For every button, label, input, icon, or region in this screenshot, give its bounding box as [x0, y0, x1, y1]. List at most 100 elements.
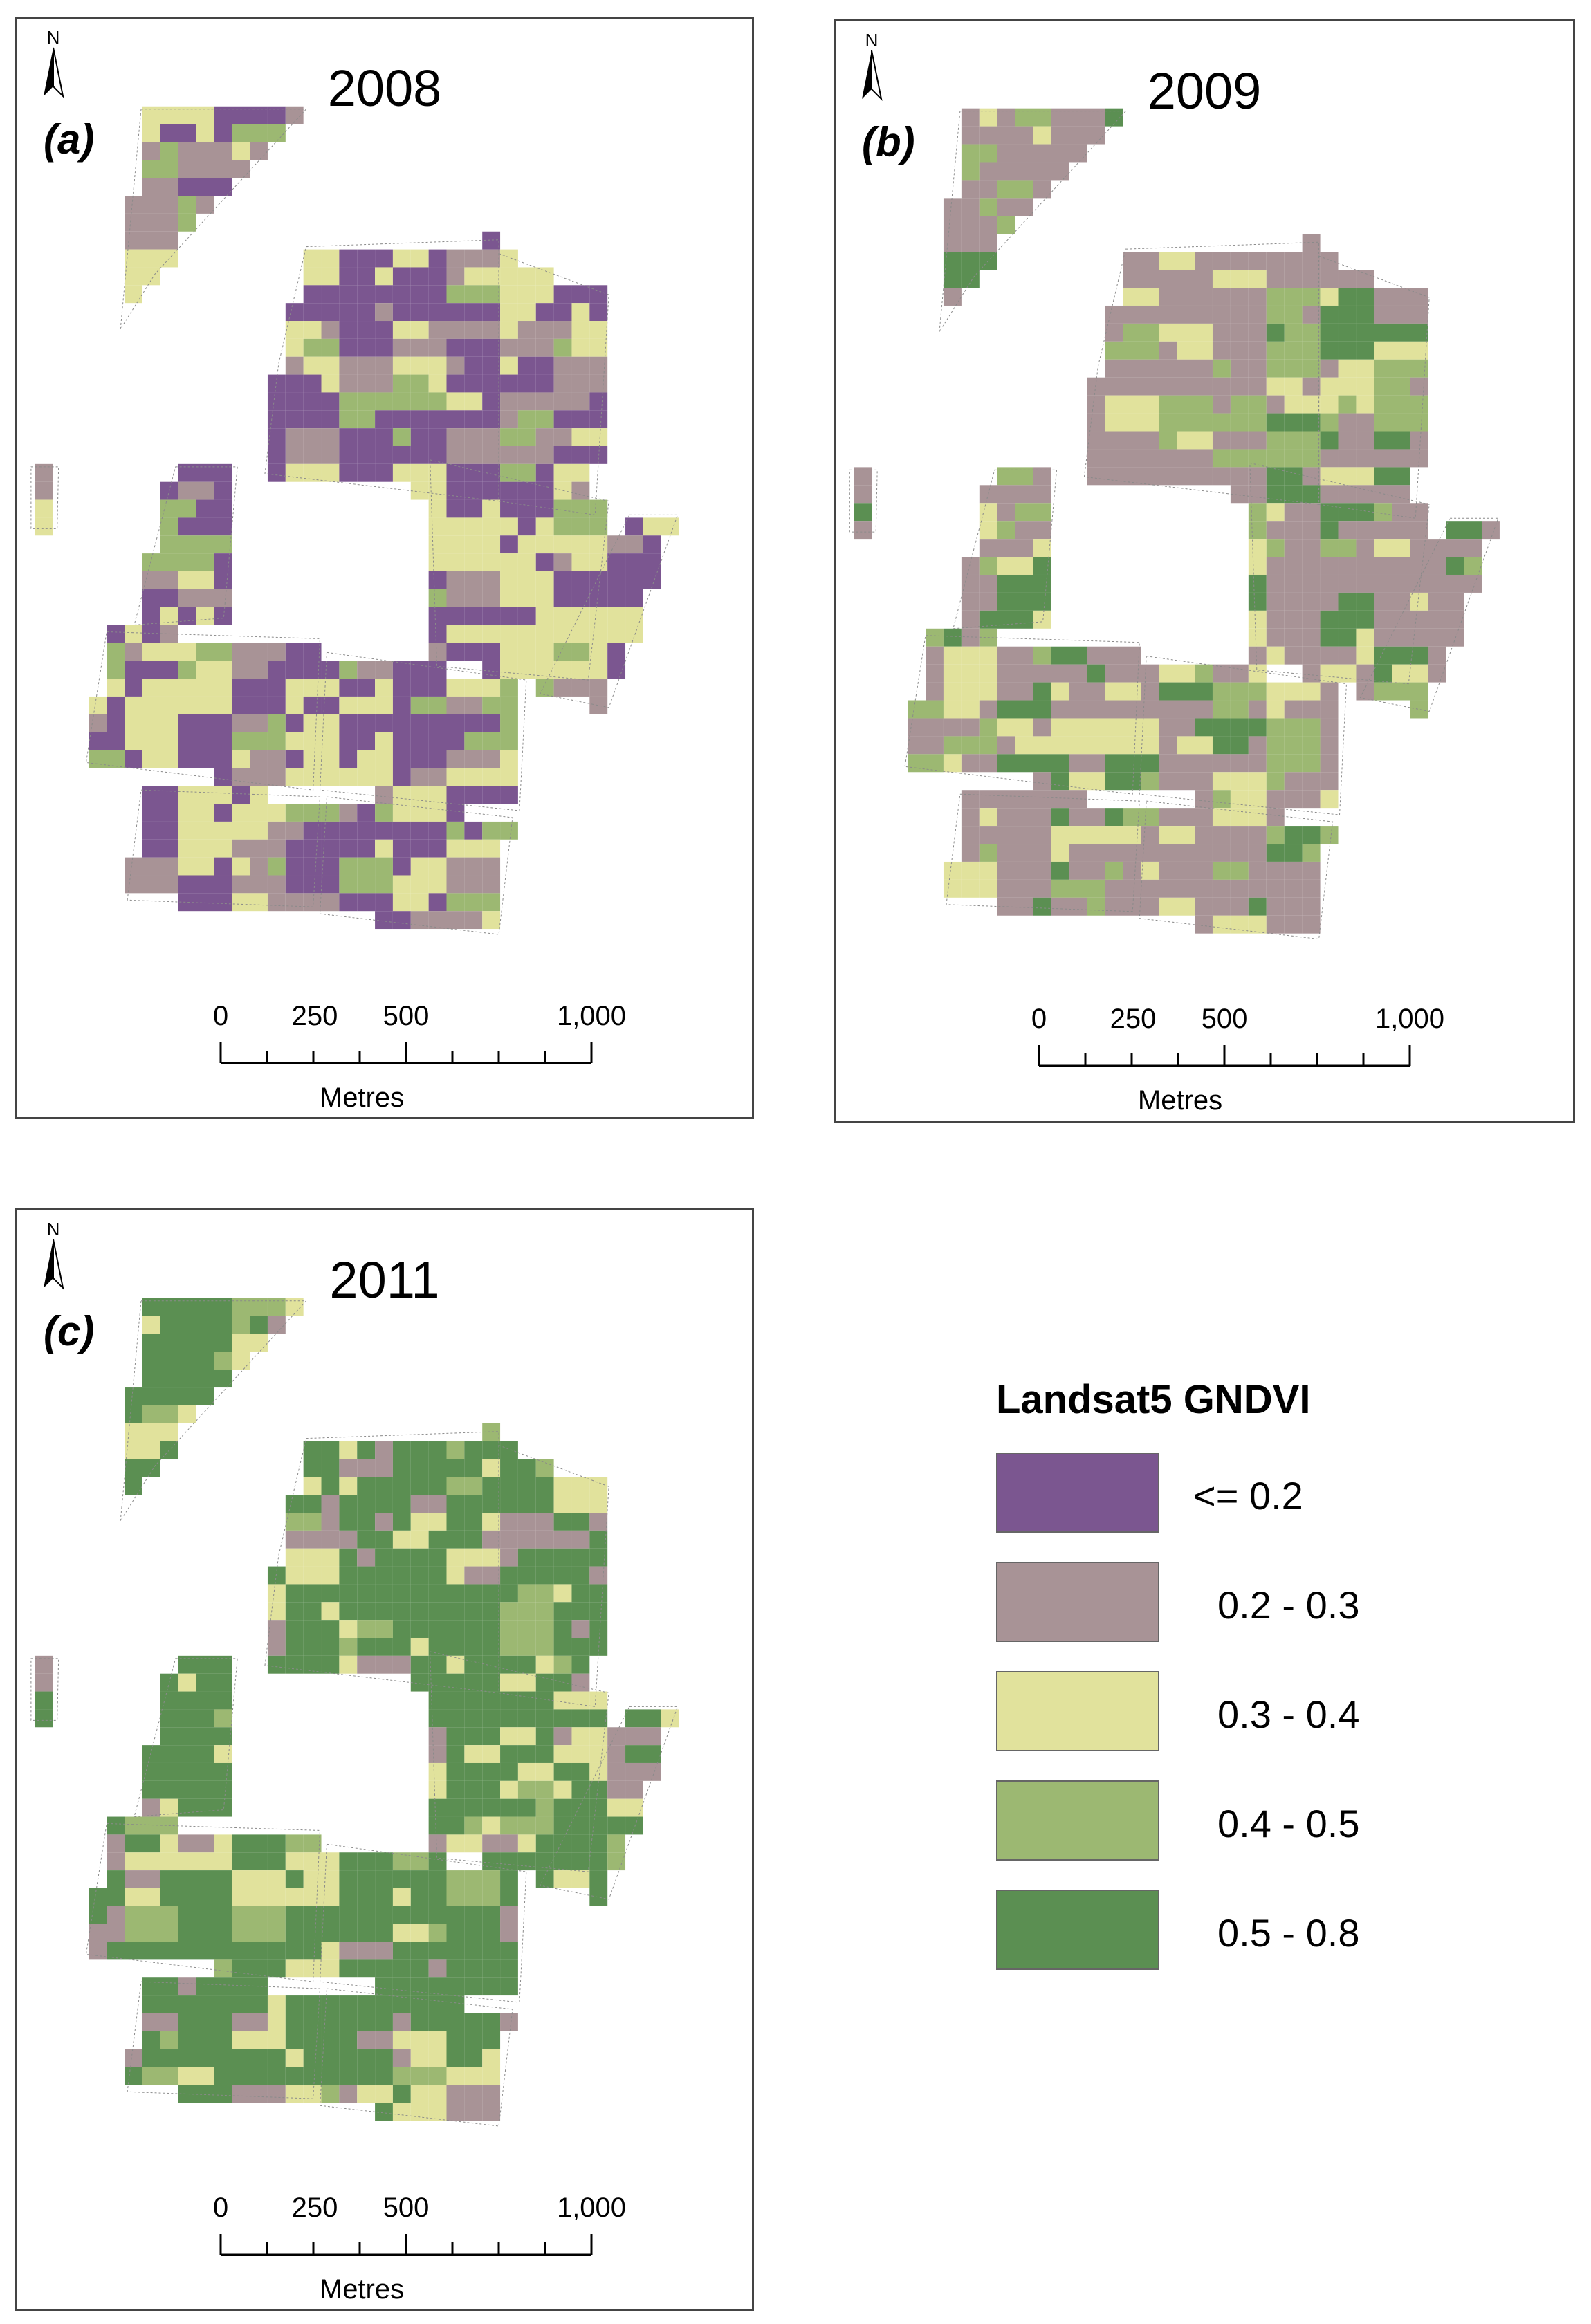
gndvi-pixel — [482, 607, 501, 625]
gndvi-pixel — [321, 679, 340, 697]
gndvi-pixel — [1374, 521, 1392, 540]
gndvi-pixel — [357, 1906, 376, 1924]
gndvi-pixel — [1284, 449, 1303, 468]
gndvi-pixel — [1374, 557, 1392, 575]
gndvi-pixel — [160, 1977, 178, 1996]
gndvi-pixel — [1230, 467, 1249, 486]
gndvi-pixel — [375, 696, 393, 714]
gndvi-pixel — [357, 1888, 376, 1906]
gndvi-pixel — [446, 249, 465, 268]
gndvi-pixel — [214, 661, 232, 679]
gndvi-pixel — [553, 1691, 572, 1710]
gndvi-pixel — [553, 1852, 572, 1871]
gndvi-pixel — [107, 679, 125, 697]
gndvi-pixel — [1230, 305, 1249, 324]
gndvi-pixel — [1177, 449, 1195, 468]
gndvi-pixel — [1177, 431, 1195, 450]
gndvi-pixel — [553, 1602, 572, 1621]
gndvi-pixel — [571, 1477, 590, 1495]
gndvi-pixel — [589, 1566, 608, 1585]
gndvi-pixel — [303, 679, 322, 697]
gndvi-pixel — [1302, 323, 1321, 342]
gndvi-pixel — [625, 1762, 643, 1781]
gndvi-pixel — [196, 2049, 214, 2067]
gndvi-pixel — [1410, 557, 1428, 575]
gndvi-pixel — [392, 821, 411, 840]
gndvi-pixel — [303, 1924, 322, 1942]
panel-letter: (c) — [44, 1308, 95, 1354]
gndvi-pixel — [285, 2049, 304, 2067]
gndvi-pixel — [1159, 808, 1177, 827]
gndvi-pixel — [1105, 377, 1123, 396]
gndvi-pixel — [357, 321, 376, 339]
gndvi-pixel — [1392, 449, 1410, 468]
gndvi-pixel — [517, 410, 536, 429]
gndvi-pixel — [961, 270, 980, 288]
gndvi-pixel — [1177, 754, 1195, 773]
gndvi-pixel — [625, 1816, 643, 1835]
gndvi-pixel — [1446, 592, 1464, 611]
gndvi-pixel — [1356, 539, 1374, 557]
gndvi-pixel — [1195, 897, 1213, 916]
gndvi-pixel — [1248, 879, 1267, 898]
gndvi-pixel — [142, 2067, 160, 2085]
gndvi-pixel — [1248, 736, 1267, 755]
gndvi-pixel — [1320, 826, 1339, 845]
gndvi-pixel — [321, 821, 340, 840]
gndvi-pixel — [571, 1602, 590, 1621]
gndvi-pixel — [1320, 700, 1339, 719]
gndvi-pixel — [482, 303, 501, 322]
gndvi-pixel — [285, 661, 304, 679]
gndvi-pixel — [428, 1852, 447, 1871]
gndvi-pixel — [589, 1762, 608, 1781]
gndvi-pixel — [1266, 682, 1285, 701]
gndvi-pixel — [961, 736, 980, 755]
gndvi-pixel — [160, 804, 178, 822]
gndvi-pixel — [1033, 557, 1051, 575]
gndvi-pixel — [571, 1762, 590, 1781]
gndvi-pixel — [1392, 628, 1410, 647]
gndvi-pixel — [375, 2067, 393, 2085]
gndvi-pixel — [553, 445, 572, 464]
gndvi-pixel — [125, 857, 142, 876]
gndvi-pixel — [1177, 808, 1195, 827]
gndvi-pixel — [303, 1548, 322, 1567]
gndvi-pixel — [517, 1816, 536, 1835]
gndvi-pixel — [196, 1888, 214, 1906]
gndvi-pixel — [357, 303, 376, 322]
gndvi-pixel — [339, 1655, 358, 1674]
gndvi-pixel — [1266, 826, 1285, 845]
gndvi-pixel — [1284, 682, 1303, 701]
gndvi-pixel — [1069, 897, 1087, 916]
gndvi-pixel — [1248, 915, 1267, 934]
gndvi-pixel — [160, 1405, 178, 1423]
gndvi-pixel — [1123, 413, 1141, 432]
gndvi-pixel — [482, 2085, 501, 2103]
gndvi-pixel — [1123, 270, 1141, 288]
gndvi-pixel — [1302, 305, 1321, 324]
gndvi-pixel — [1284, 754, 1303, 773]
gndvi-pixel — [1159, 772, 1177, 791]
gndvi-pixel — [35, 1691, 53, 1710]
gndvi-pixel — [1230, 664, 1249, 683]
gndvi-pixel — [482, 1852, 501, 1871]
gndvi-pixel — [482, 374, 501, 393]
gndvi-pixel — [1392, 646, 1410, 665]
gndvi-pixel — [482, 1691, 501, 1710]
gndvi-pixel — [1302, 682, 1321, 701]
gndvi-pixel — [339, 303, 358, 322]
gndvi-pixel — [178, 1405, 196, 1423]
gndvi-pixel — [160, 786, 178, 804]
gndvi-pixel — [1230, 377, 1249, 396]
gndvi-pixel — [482, 625, 501, 643]
gndvi-pixel — [410, 1959, 429, 1978]
gndvi-pixel — [357, 1459, 376, 1477]
gndvi-pixel — [303, 267, 322, 286]
gndvi-pixel — [375, 1584, 393, 1603]
gndvi-pixel — [232, 786, 250, 804]
gndvi-pixel — [517, 1459, 536, 1477]
gndvi-pixel — [178, 2067, 196, 2085]
gndvi-pixel — [232, 804, 250, 822]
gndvi-pixel — [589, 1495, 608, 1513]
gndvi-pixel — [1015, 592, 1033, 611]
